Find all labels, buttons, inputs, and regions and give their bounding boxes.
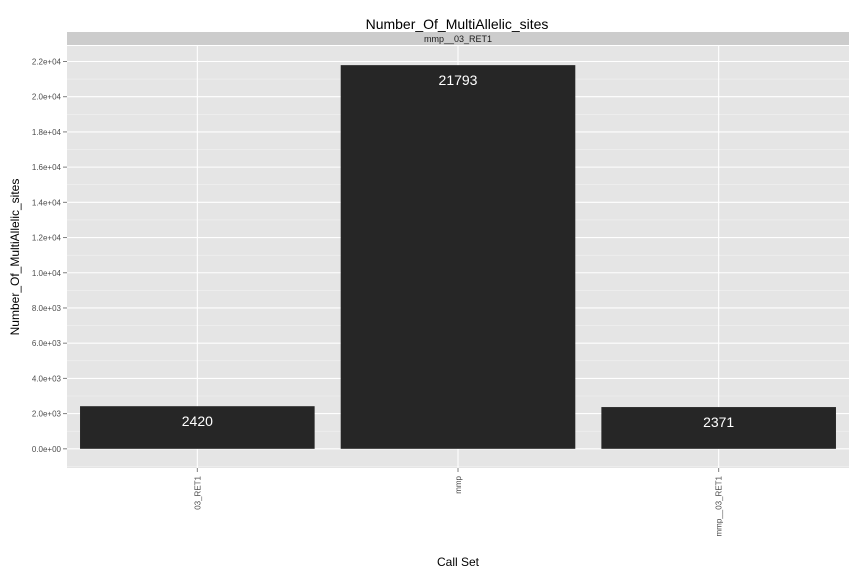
bar-value-label: 2371 (703, 414, 734, 430)
bar (340, 65, 576, 449)
bars (80, 65, 836, 449)
bar-value-label: 21793 (439, 72, 478, 88)
y-tick-label: 1.6e+04 (32, 163, 62, 172)
y-tick-label: 6.0e+03 (32, 339, 62, 348)
y-tick-label: 0.0e+00 (32, 445, 62, 454)
y-tick-label: 1.2e+04 (32, 234, 62, 243)
y-tick-label: 4.0e+03 (32, 374, 62, 383)
y-axis-title: Number_Of_MultiAllelic_sites (8, 179, 22, 336)
y-tick-label: 1.4e+04 (32, 198, 62, 207)
x-axis-title: Call Set (437, 555, 480, 569)
chart-title: Number_Of_MultiAllelic_sites (366, 16, 549, 32)
x-axis: 03_RET1 mmp mmp__03_RET1 (193, 468, 724, 536)
y-tick-label: 1.0e+04 (32, 269, 62, 278)
y-tick-label: 1.8e+04 (32, 128, 62, 137)
y-axis: 0.0e+00 2.0e+03 4.0e+03 6.0e+03 8.0e+03 1.0e+… (32, 57, 67, 454)
x-tick-label: 03_RET1 (193, 475, 202, 509)
y-tick-label: 8.0e+03 (32, 304, 62, 313)
x-tick-label: mmp (454, 475, 463, 493)
bar (80, 406, 315, 449)
facet-strip (67, 32, 849, 45)
bar-value-labels: 2420 21793 2371 (182, 72, 735, 430)
x-tick-label: mmp__03_RET1 (715, 475, 724, 536)
bar (601, 407, 836, 449)
facet-strip-label: mmp__03_RET1 (424, 34, 492, 44)
y-tick-label: 2.0e+03 (32, 410, 62, 419)
y-tick-label: 2.0e+04 (32, 93, 62, 102)
bar-value-label: 2420 (182, 413, 213, 429)
y-tick-label: 2.2e+04 (32, 57, 62, 66)
